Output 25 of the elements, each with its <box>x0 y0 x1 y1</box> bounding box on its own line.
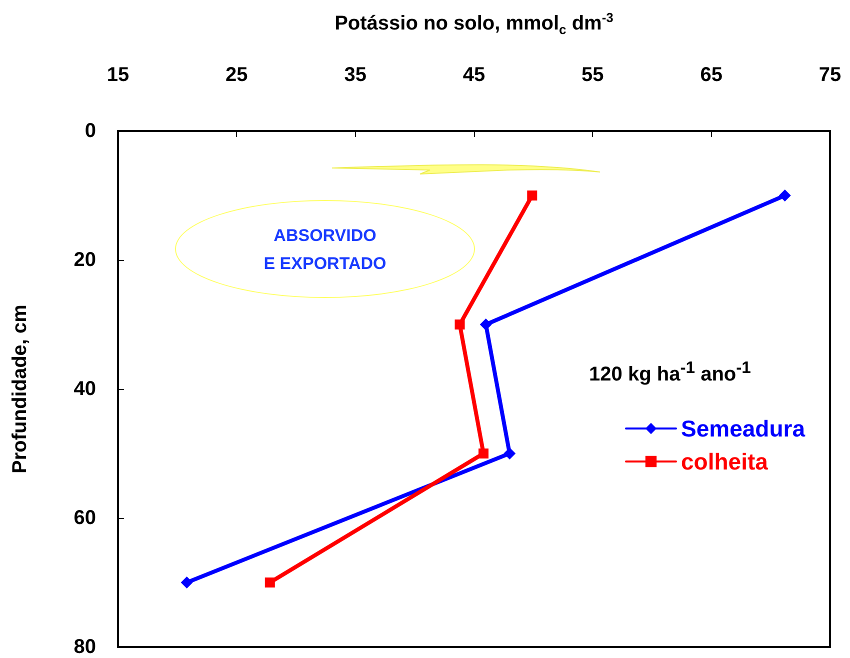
point <box>264 578 275 588</box>
legend-label: colheita <box>680 448 768 474</box>
point <box>778 190 791 202</box>
point <box>480 318 492 330</box>
y-tick-label: 40 <box>74 378 96 400</box>
x-tick-label: 45 <box>462 64 486 86</box>
point <box>527 190 538 200</box>
x-tick-label: 35 <box>344 64 366 86</box>
annotation: 120 kg ha$^{-1}$ ano$^{-1}$ <box>588 358 752 387</box>
x-tick-label: 65 <box>700 64 722 86</box>
legend-label: Semeadura <box>680 416 806 442</box>
point <box>180 576 193 588</box>
annotation: ABSORVIDO E EXPORTADO <box>262 225 388 275</box>
point <box>504 448 516 460</box>
y-tick-label: 80 <box>74 636 96 658</box>
point <box>454 320 465 330</box>
y-axis-title: Profundidade, cm <box>9 304 31 474</box>
y-tick-label: 60 <box>74 507 96 529</box>
x-tick-label: 75 <box>818 64 842 86</box>
x-tick-label: 15 <box>106 64 130 86</box>
point <box>478 448 488 458</box>
x-tick-label: 25 <box>226 64 248 86</box>
y-tick-label: 0 <box>84 120 96 142</box>
x-tick-label: 55 <box>582 64 604 86</box>
y-tick-label: 20 <box>74 249 96 271</box>
